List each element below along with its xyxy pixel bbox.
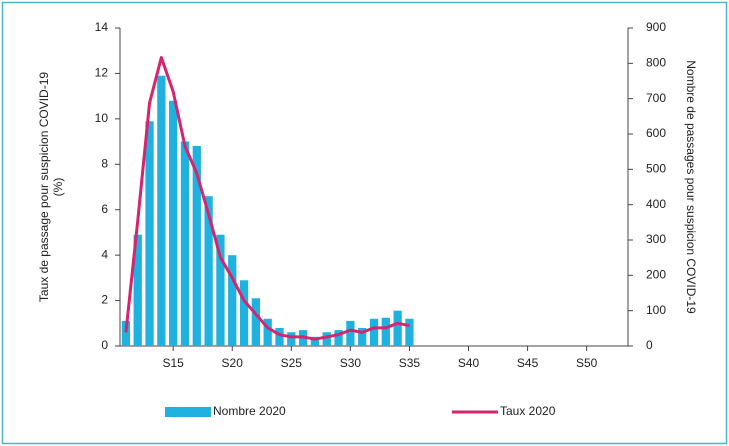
bar (310, 336, 320, 346)
y2-tick-label: 400 (646, 197, 666, 211)
bar (157, 75, 166, 346)
y2-tick-label: 600 (646, 126, 666, 140)
x-tick-label: S30 (340, 356, 362, 370)
x-tick-label: S20 (222, 356, 244, 370)
bar (369, 318, 379, 346)
y2-tick-label: 700 (646, 91, 666, 105)
y2-tick-label: 900 (646, 20, 666, 34)
y2-tick-label: 200 (646, 268, 666, 282)
bar (133, 234, 142, 346)
legend-label: Nombre 2020 (213, 404, 286, 418)
bar (228, 255, 237, 346)
bar (145, 121, 154, 346)
bar (263, 318, 272, 346)
x-tick-label: S50 (576, 356, 598, 370)
y2-axis-title: Nombre de passages pour suspicion COVID-… (684, 60, 698, 314)
bar (216, 234, 225, 346)
y2-tick-label: 500 (646, 162, 666, 176)
y-tick-label: 2 (101, 293, 108, 307)
x-tick-label: S35 (399, 356, 421, 370)
y-tick-label: 10 (95, 111, 109, 125)
y-axis-title-line: (%) (51, 178, 65, 197)
line (124, 56, 410, 341)
bar (405, 318, 414, 346)
y2-tick-label: 800 (646, 56, 666, 70)
bar (204, 196, 213, 346)
bar (381, 317, 390, 346)
bar (275, 327, 284, 346)
legend-label: Taux 2020 (500, 404, 556, 418)
bar (358, 327, 367, 346)
y2-tick-label: 0 (646, 338, 653, 352)
y2-tick-label: 100 (646, 303, 666, 317)
y-tick-label: 12 (95, 66, 109, 80)
x-tick-label: S45 (517, 356, 539, 370)
y2-tick-label: 300 (646, 232, 666, 246)
bar (121, 320, 131, 346)
x-tick-label: S25 (281, 356, 303, 370)
bar (322, 332, 331, 346)
bar (192, 146, 201, 346)
bar (334, 330, 343, 346)
y-tick-label: 14 (95, 20, 109, 34)
bar (169, 100, 178, 346)
y-tick-label: 6 (101, 202, 108, 216)
y-tick-label: 8 (101, 156, 108, 170)
bar (251, 298, 260, 346)
y-tick-label: 4 (101, 247, 108, 261)
bar (239, 280, 249, 346)
bar (180, 141, 190, 346)
bar (287, 332, 296, 346)
y-axis-title: Taux de passage pour suspicion COVID-19(… (37, 72, 65, 302)
bar (346, 320, 355, 346)
bar (393, 310, 402, 346)
y-axis-title-line: Taux de passage pour suspicion COVID-19 (37, 72, 51, 302)
x-tick-label: S15 (162, 356, 184, 370)
y-tick-label: 0 (101, 338, 108, 352)
x-tick-label: S40 (458, 356, 480, 370)
legend-swatch (165, 407, 211, 417)
